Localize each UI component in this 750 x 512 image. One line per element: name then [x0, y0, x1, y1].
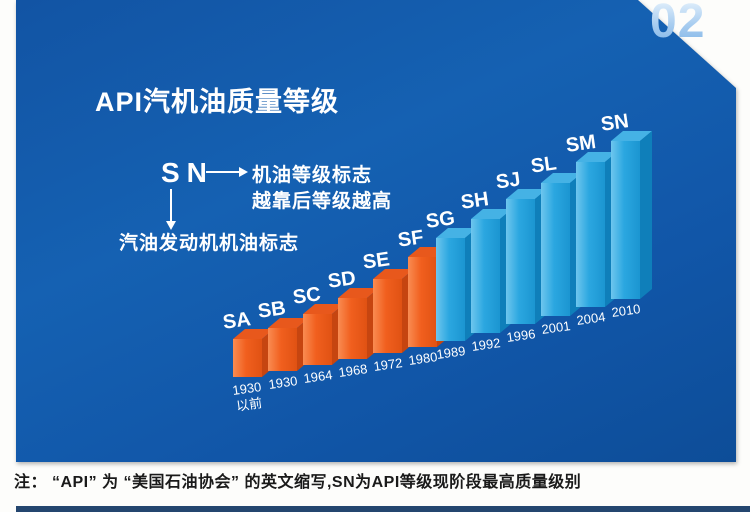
grade-mark-note-line2: 越靠后等级越高 [252, 191, 393, 212]
engine-mark-note: 汽油发动机机油标志 [119, 233, 300, 254]
bar-front-face [436, 238, 465, 341]
bar-SG [436, 228, 477, 341]
bar-grade-label: SD [326, 267, 358, 293]
panel-content: API汽机油质量等级 SN 机油等级标志 越靠后等级越高 汽油发动机机油标志 [16, 0, 736, 462]
bar-SD [338, 288, 379, 359]
bar-grade-label: SA [221, 308, 253, 334]
bar-SN [611, 131, 652, 299]
bar-top-face [541, 173, 582, 183]
bar-front-face [506, 199, 535, 324]
bar-grade-label: SF [396, 226, 425, 252]
bar-front-face [338, 298, 367, 359]
bar-SM [576, 152, 617, 307]
bar-SB [268, 318, 309, 371]
bar-grade-label: SJ [494, 168, 522, 194]
bar-top-face [233, 329, 274, 339]
bar-SJ [506, 189, 547, 324]
bar-front-face [233, 339, 262, 377]
bar-SF [408, 247, 449, 347]
bar-front-face [373, 279, 402, 353]
bar-top-face [506, 189, 547, 199]
bar-grade-label: SG [424, 207, 457, 233]
sn-example-label: SN [161, 157, 214, 188]
bottom-divider-bar [16, 506, 750, 512]
bar-grade-label: SH [459, 188, 491, 214]
bar-top-face [611, 131, 652, 141]
arrow-down-line [170, 189, 172, 221]
bar-front-face [611, 141, 640, 299]
arrow-right-line [206, 171, 240, 173]
bar-top-face [471, 209, 512, 219]
bar-top-face [303, 304, 344, 314]
bar-SC [303, 304, 344, 365]
page-title: API汽机油质量等级 [95, 87, 340, 117]
bar-grade-label: SL [529, 152, 558, 178]
bar-top-face [338, 288, 379, 298]
bar-SE [373, 269, 414, 353]
bar-top-face [373, 269, 414, 279]
bar-SL [541, 173, 582, 316]
bar-grade-label: SM [564, 131, 598, 157]
bar-top-face [268, 318, 309, 328]
bar-grade-label: SN [599, 110, 631, 136]
bar-grade-label: SB [256, 297, 288, 323]
bar-grade-label: SC [291, 283, 323, 309]
footnote: 注： “API” 为 “美国石油协会” 的英文缩写,SN为API等级现阶段最高质… [14, 474, 582, 491]
bar-side-face [640, 131, 652, 299]
bar-grade-label: SE [361, 248, 392, 274]
bar-top-face [576, 152, 617, 162]
bar-SH [471, 209, 512, 333]
section-number-badge: 02 [650, 0, 705, 49]
bar-front-face [303, 314, 332, 365]
arrow-down-icon [166, 221, 176, 230]
bar-top-face [436, 228, 477, 238]
arrow-right-icon [239, 167, 248, 177]
bar-top-face [408, 247, 449, 257]
bar-front-face [576, 162, 605, 307]
bar-front-face [541, 183, 570, 316]
bar-chart: SA 1930 以前 SB 1930 SC 1964 SD 1968 SE 1972 SF 1980 S… [221, 110, 652, 377]
grade-mark-note-line1: 机油等级标志 [252, 165, 373, 186]
bar-front-face [471, 219, 500, 333]
bar-front-face [268, 328, 297, 371]
bar-SA [233, 329, 274, 377]
bar-front-face [408, 257, 437, 347]
